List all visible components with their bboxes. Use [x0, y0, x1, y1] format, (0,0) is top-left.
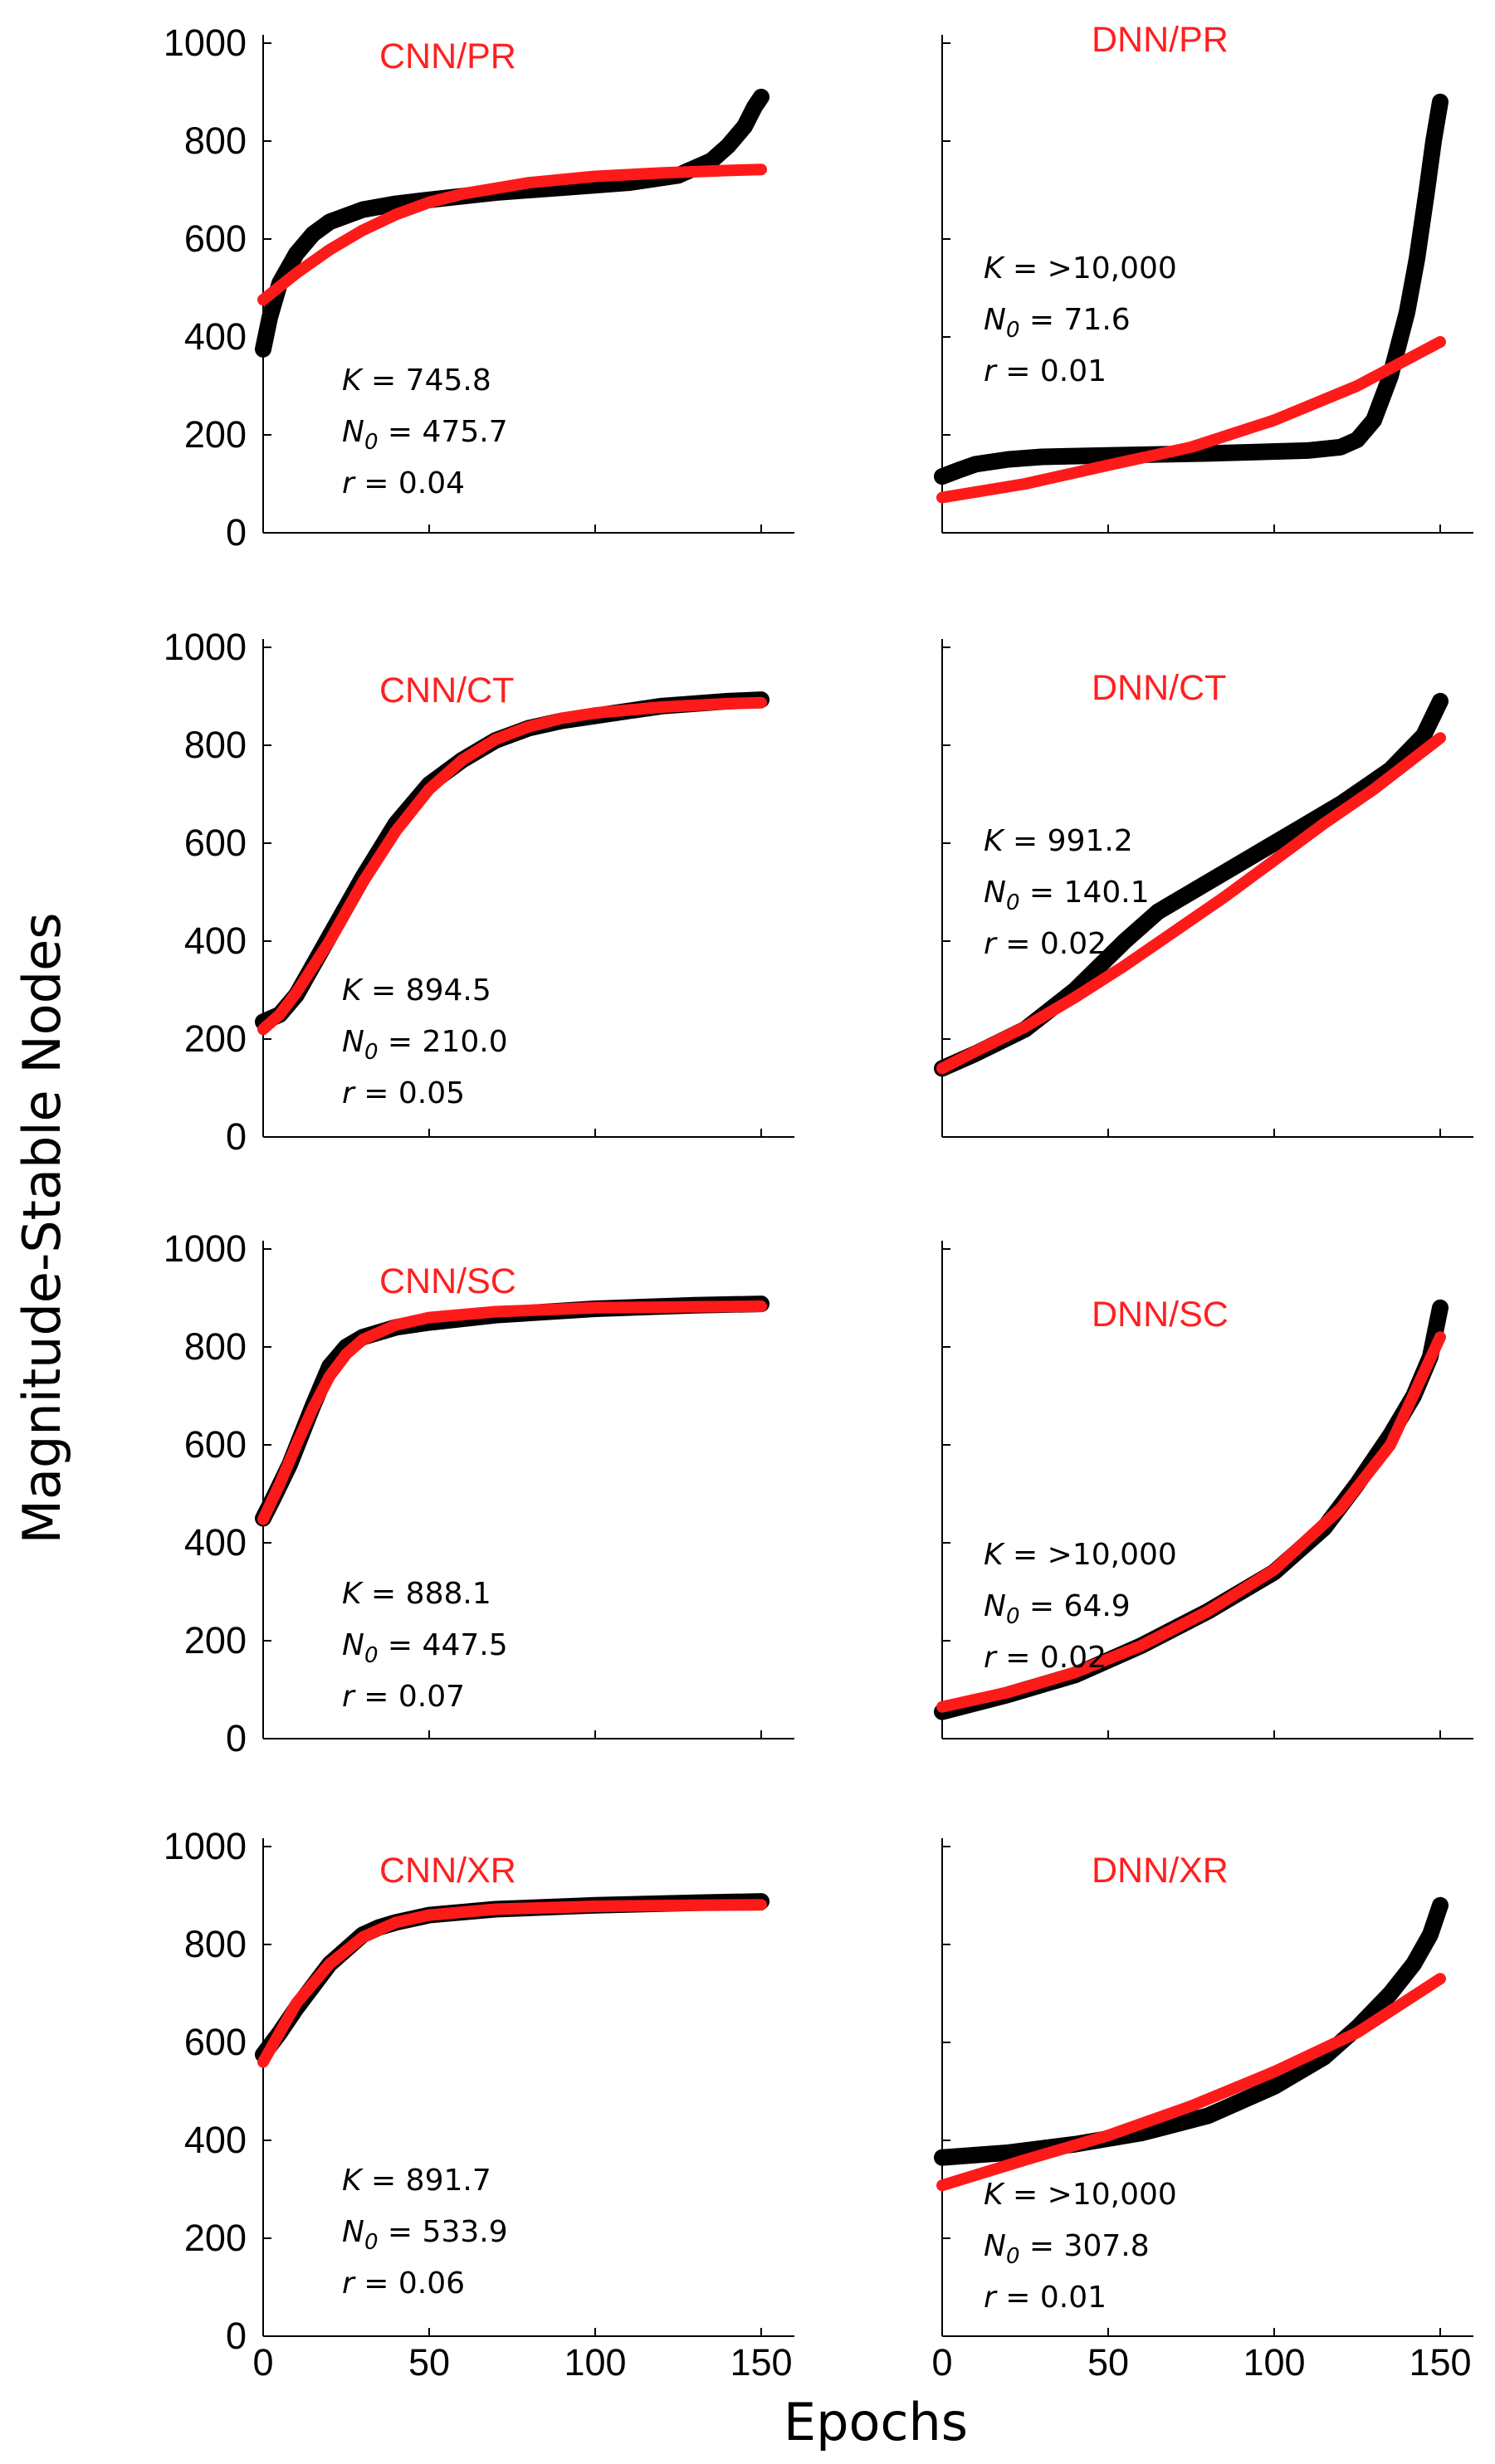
- x-tick-label: 150: [730, 2341, 792, 2383]
- data-curve: [255, 1295, 769, 1527]
- y-tick-label: 800: [184, 1923, 247, 1965]
- x-tick-label: 100: [564, 2341, 626, 2383]
- fit-parameter-r: r = 0.06: [342, 2266, 465, 2301]
- fit-parameter-r: r = 0.01: [984, 354, 1107, 388]
- data-curve: [255, 691, 769, 1031]
- fit-parameter-k: K = 888.1: [342, 1577, 491, 1611]
- panel-title: CNN/CT: [379, 671, 514, 710]
- fit-parameter-n0: N0 = 533.9: [342, 2215, 508, 2255]
- y-tick-label: 600: [184, 217, 247, 260]
- y-tick-label: 1000: [164, 1227, 247, 1270]
- panel-title: CNN/XR: [379, 1851, 516, 1891]
- panel-title: DNN/PR: [1092, 20, 1229, 60]
- y-tick-label: 800: [184, 1325, 247, 1368]
- fit-curve: [936, 1331, 1446, 1713]
- panel-title: CNN/PR: [379, 37, 516, 76]
- x-tick-label: 50: [1087, 2341, 1129, 2383]
- panel-dnn-pr: DNN/PR K = >10,000 N0 = 71.6 r = 0.01: [934, 20, 1473, 534]
- data-curve: [255, 88, 769, 358]
- y-tick-label: 600: [184, 2021, 247, 2063]
- y-tick-label: 1000: [164, 22, 247, 64]
- fit-curve: [936, 335, 1446, 504]
- panel-cnn-pr: 0 200 400 600 800 1000 CNN/PR K = 745.8 N0 = 475…: [164, 22, 794, 554]
- y-tick-label: 200: [184, 1619, 247, 1661]
- fit-curve: [257, 1899, 767, 2068]
- y-tick-label: 1000: [164, 626, 247, 668]
- fit-parameter-n0: N0 = 475.7: [342, 415, 508, 455]
- fit-parameter-k: K = >10,000: [984, 1538, 1177, 1572]
- fit-parameter-k: K = 894.5: [342, 973, 491, 1008]
- panel-title: DNN/XR: [1092, 1851, 1229, 1891]
- panel-cnn-xr: 0 200 400 600 800 1000 0 50 100 150 CNN/XR K = 891.…: [164, 1825, 794, 2383]
- panel-title: DNN/SC: [1092, 1295, 1229, 1334]
- fit-parameter-n0: N0 = 307.8: [984, 2229, 1150, 2269]
- fit-parameter-n0: N0 = 447.5: [342, 1628, 508, 1668]
- fit-parameter-r: r = 0.02: [984, 927, 1107, 961]
- y-tick-label: 200: [184, 2217, 247, 2259]
- panel-title: CNN/SC: [379, 1261, 516, 1301]
- y-tick-label: 0: [226, 2315, 247, 2357]
- x-tick-label: 50: [408, 2341, 450, 2383]
- fit-parameter-n0: N0 = 140.1: [984, 876, 1150, 915]
- fit-curve: [257, 1300, 767, 1525]
- fit-parameter-n0: N0 = 71.6: [984, 303, 1131, 343]
- panel-cnn-ct: 0 200 400 600 800 1000 CNN/CT K = 894.5 N0 = 210…: [164, 626, 794, 1158]
- fit-parameter-r: r = 0.07: [342, 1680, 465, 1714]
- y-tick-label: 600: [184, 1423, 247, 1466]
- y-axis-title: Magnitude-Stable Nodes: [12, 912, 72, 1544]
- y-tick-label: 400: [184, 315, 247, 358]
- data-curve: [255, 1893, 769, 2063]
- panel-dnn-ct: DNN/CT K = 991.2 N0 = 140.1 r = 0.02: [934, 639, 1473, 1138]
- y-tick-label: 400: [184, 920, 247, 962]
- y-tick-label: 800: [184, 120, 247, 162]
- panel-title: DNN/CT: [1092, 668, 1226, 708]
- fit-parameter-k: K = 745.8: [342, 364, 491, 398]
- panel-dnn-xr: 0 50 100 150 DNN/XR K = >10,000 N0 = 307.8 r = …: [931, 1838, 1473, 2383]
- y-tick-label: 200: [184, 413, 247, 456]
- y-tick-label: 200: [184, 1017, 247, 1060]
- panel-dnn-sc: DNN/SC K = >10,000 N0 = 64.9 r = 0.02: [934, 1241, 1473, 1739]
- y-tick-label: 400: [184, 1521, 247, 1564]
- fit-parameter-k: K = >10,000: [984, 2178, 1177, 2212]
- fit-parameter-r: r = 0.04: [342, 466, 465, 500]
- fit-parameter-r: r = 0.05: [342, 1076, 465, 1110]
- fit-parameter-n0: N0 = 64.9: [984, 1589, 1131, 1629]
- x-axis-title: Epochs: [784, 2392, 968, 2452]
- y-tick-label: 1000: [164, 1825, 247, 1867]
- y-tick-label: 800: [184, 724, 247, 766]
- y-tick-label: 0: [226, 1717, 247, 1759]
- x-tick-label: 100: [1243, 2341, 1305, 2383]
- fit-parameter-n0: N0 = 210.0: [342, 1025, 508, 1065]
- y-tick-label: 0: [226, 511, 247, 554]
- x-tick-label: 0: [931, 2341, 952, 2383]
- panel-cnn-sc: 0 200 400 600 800 1000 CNN/SC K = 888.1 N0 = 447…: [164, 1227, 794, 1759]
- fit-parameter-k: K = 891.7: [342, 2164, 491, 2198]
- x-tick-label: 150: [1409, 2341, 1471, 2383]
- fit-parameter-k: K = >10,000: [984, 251, 1177, 285]
- fit-parameter-r: r = 0.02: [984, 1641, 1107, 1675]
- fit-parameter-k: K = 991.2: [984, 824, 1133, 858]
- x-tick-label: 0: [252, 2341, 273, 2383]
- data-curve: [934, 93, 1449, 485]
- fit-curve: [936, 732, 1446, 1075]
- fit-parameter-r: r = 0.01: [984, 2281, 1107, 2315]
- y-tick-label: 400: [184, 2119, 247, 2161]
- fit-curve: [257, 163, 767, 306]
- data-curve: [934, 692, 1449, 1077]
- fit-curve: [936, 1973, 1446, 2192]
- y-tick-label: 0: [226, 1115, 247, 1158]
- fit-curve: [257, 696, 767, 1036]
- y-tick-label: 600: [184, 822, 247, 864]
